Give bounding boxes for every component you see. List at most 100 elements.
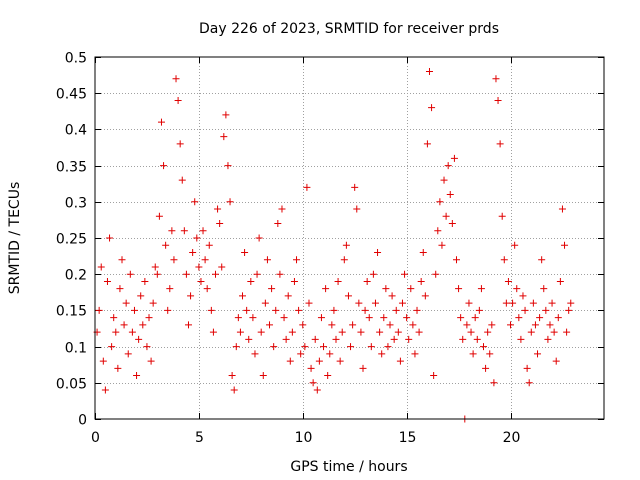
data-point	[197, 277, 205, 285]
data-point	[403, 314, 411, 322]
data-point	[382, 285, 390, 293]
data-point	[436, 198, 444, 206]
data-point	[500, 256, 508, 264]
data-point	[334, 277, 342, 285]
data-point	[139, 321, 147, 329]
data-point	[301, 343, 309, 351]
data-point	[101, 386, 109, 394]
data-point	[317, 314, 325, 322]
data-point	[550, 328, 558, 336]
data-point	[457, 314, 465, 322]
tick-layer: 0 0.05 0.1 0.15 0.2 0.25 0.3 0.35 0.4 0.45 0.5 0 5 10…	[56, 51, 604, 446]
y-tick-label: 0.25	[56, 232, 87, 248]
data-point	[388, 292, 396, 300]
data-point	[463, 321, 471, 329]
data-point	[544, 335, 552, 343]
data-point	[249, 314, 257, 322]
data-point	[284, 292, 292, 300]
data-point	[106, 234, 114, 242]
x-axis-title: GPS time / hours	[290, 459, 407, 475]
data-point	[95, 306, 103, 314]
data-point	[162, 241, 170, 249]
data-point	[413, 306, 421, 314]
data-point	[135, 335, 143, 343]
data-point	[141, 277, 149, 285]
data-point	[149, 299, 157, 307]
data-point	[128, 328, 136, 336]
data-point	[222, 111, 230, 119]
data-point	[214, 205, 222, 213]
data-point	[182, 270, 190, 278]
data-point	[278, 205, 286, 213]
data-point	[153, 270, 161, 278]
y-tick-label: 0.2	[65, 268, 87, 284]
data-point	[531, 321, 539, 329]
data-point	[236, 328, 244, 336]
data-point	[122, 299, 130, 307]
data-point	[272, 306, 280, 314]
data-point	[232, 343, 240, 351]
data-point	[546, 321, 554, 329]
data-point	[455, 285, 463, 293]
data-point	[448, 220, 456, 228]
data-point	[228, 372, 236, 380]
data-point	[108, 343, 116, 351]
data-point	[434, 227, 442, 235]
y-tick-label: 0.05	[56, 377, 87, 393]
data-point	[567, 299, 575, 307]
data-point	[230, 386, 238, 394]
data-point	[276, 270, 284, 278]
data-point	[467, 328, 475, 336]
data-point	[430, 372, 438, 380]
data-point	[266, 321, 274, 329]
y-tick-label: 0.45	[56, 87, 87, 103]
data-point	[203, 285, 211, 293]
data-point	[511, 241, 519, 249]
data-point	[257, 328, 265, 336]
data-point	[315, 357, 323, 365]
data-point	[243, 306, 251, 314]
data-point	[332, 335, 340, 343]
data-point	[374, 248, 382, 256]
data-point	[211, 270, 219, 278]
data-point	[311, 335, 319, 343]
data-point	[423, 140, 431, 148]
data-point	[371, 299, 379, 307]
data-point	[494, 96, 502, 104]
data-point	[112, 328, 120, 336]
data-point	[386, 321, 394, 329]
data-point	[415, 328, 423, 336]
data-point	[552, 357, 560, 365]
data-point	[398, 299, 406, 307]
data-point	[187, 292, 195, 300]
data-point	[380, 314, 388, 322]
data-point	[99, 357, 107, 365]
data-point	[471, 314, 479, 322]
data-point	[401, 270, 409, 278]
data-point	[353, 205, 361, 213]
data-point	[328, 321, 336, 329]
data-point	[540, 285, 548, 293]
data-point	[442, 212, 450, 220]
data-point	[521, 306, 529, 314]
plot-frame	[94, 56, 605, 420]
data-point	[390, 335, 398, 343]
data-point	[309, 379, 317, 387]
data-point	[411, 350, 419, 358]
data-point	[349, 321, 357, 329]
data-point	[172, 75, 180, 83]
data-point	[322, 285, 330, 293]
data-point	[282, 335, 290, 343]
data-point	[361, 306, 369, 314]
data-point	[338, 328, 346, 336]
data-point	[492, 75, 500, 83]
data-point	[563, 328, 571, 336]
x-tick-label: 10	[295, 430, 313, 446]
grid-layer	[95, 57, 604, 419]
data-point	[365, 314, 373, 322]
data-point	[542, 306, 550, 314]
y-axis-title: SRMTID / TECUs	[7, 182, 23, 295]
data-point	[157, 118, 165, 126]
data-point	[409, 321, 417, 329]
